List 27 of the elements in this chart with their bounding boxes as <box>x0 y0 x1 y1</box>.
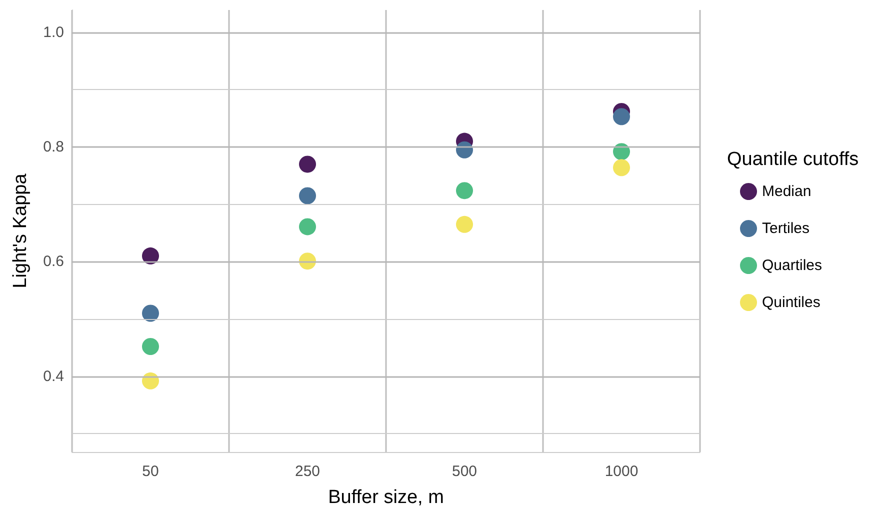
legend-label: Tertiles <box>762 220 810 237</box>
legend-label: Median <box>762 183 812 200</box>
point <box>299 156 316 173</box>
point <box>456 141 473 158</box>
y-tick-label: 0.4 <box>43 368 64 385</box>
point <box>142 247 159 264</box>
point <box>142 304 159 322</box>
legend-label: Quintiles <box>762 294 820 311</box>
y-tick-label: 0.8 <box>43 138 64 156</box>
point <box>613 159 630 176</box>
y-tick-label: 1.0 <box>43 24 64 41</box>
y-axis-title: Light's Kappa <box>10 173 31 288</box>
point <box>142 372 159 390</box>
legend-label: Quartiles <box>762 257 822 274</box>
point <box>299 218 316 236</box>
x-tick-label: 250 <box>294 463 320 480</box>
legend-title: Quantile cutoffs <box>727 149 859 170</box>
point <box>613 108 630 126</box>
point <box>456 182 473 200</box>
point <box>456 216 473 233</box>
x-tick-label: 500 <box>452 463 478 480</box>
point <box>299 187 316 204</box>
x-tick-label: 50 <box>142 463 159 480</box>
x-axis-title: Buffer size, m <box>328 487 444 508</box>
x-tick-label: 1000 <box>604 463 638 480</box>
y-tick-label: 0.6 <box>43 253 64 270</box>
point <box>142 338 159 356</box>
